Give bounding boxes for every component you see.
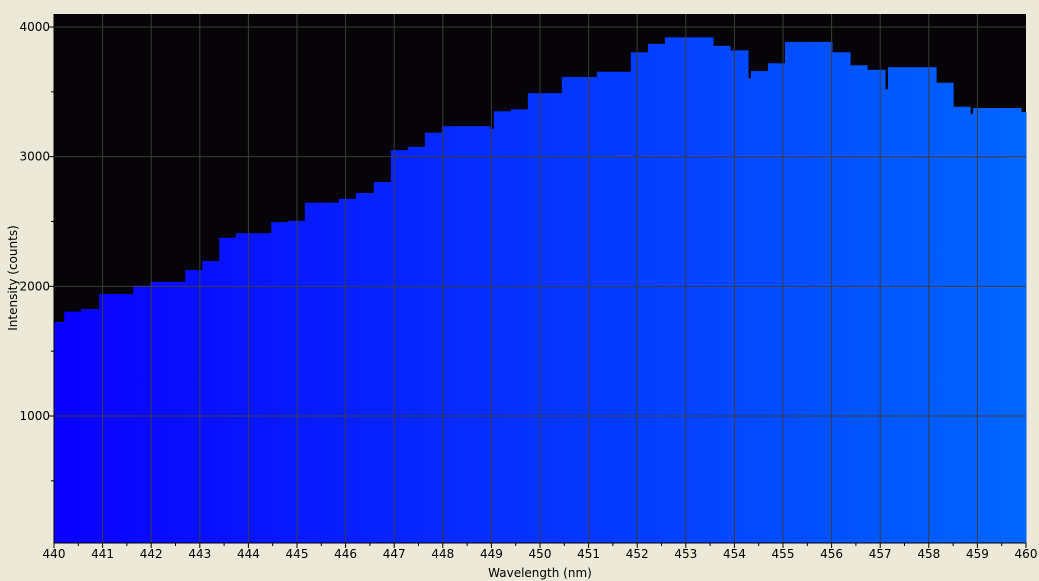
spectrum-step bbox=[54, 321, 65, 543]
spectrum-step bbox=[510, 109, 529, 544]
x-tick-label: 456 bbox=[820, 547, 843, 561]
x-tick-label: 442 bbox=[140, 547, 163, 561]
spectrum-step bbox=[304, 202, 340, 543]
spectrum-step bbox=[424, 132, 443, 543]
spectrum-step bbox=[150, 281, 186, 543]
x-tick-label: 459 bbox=[966, 547, 989, 561]
x-tick-label: 449 bbox=[480, 547, 503, 561]
x-tick-label: 451 bbox=[577, 547, 600, 561]
spectrum-step bbox=[355, 192, 375, 543]
spectrum-step bbox=[81, 309, 100, 543]
x-tick-label: 460 bbox=[1015, 547, 1038, 561]
spectrum-step bbox=[970, 113, 974, 544]
spectrum-step bbox=[630, 52, 649, 543]
spectrum-step bbox=[850, 65, 868, 544]
spectrum-step bbox=[133, 285, 151, 543]
x-tick-label: 452 bbox=[626, 547, 649, 561]
x-tick-label: 453 bbox=[674, 547, 697, 561]
spectrum-step bbox=[202, 261, 220, 543]
y-tick-label: 4000 bbox=[19, 20, 50, 34]
x-tick-label: 455 bbox=[772, 547, 795, 561]
x-tick-label: 454 bbox=[723, 547, 746, 561]
spectrum-step bbox=[867, 69, 886, 543]
spectrum-step bbox=[441, 126, 491, 543]
x-tick-label: 441 bbox=[91, 547, 114, 561]
spectrum-step bbox=[235, 233, 272, 544]
spectrum-step bbox=[99, 294, 134, 543]
x-tick-label: 444 bbox=[237, 547, 260, 561]
spectrum-step bbox=[832, 52, 851, 543]
y-tick-label: 2000 bbox=[19, 279, 50, 293]
spectrum-step bbox=[664, 37, 714, 544]
x-tick-label: 440 bbox=[43, 547, 66, 561]
y-axis-title: Intensity (counts) bbox=[6, 225, 20, 331]
x-tick-label: 447 bbox=[383, 547, 406, 561]
spectrum-step bbox=[1021, 111, 1027, 543]
spectrum-step bbox=[730, 50, 749, 544]
x-tick-label: 448 bbox=[431, 547, 454, 561]
spectrum-step bbox=[767, 63, 786, 543]
spectrum-step bbox=[748, 78, 752, 544]
x-tick-label: 458 bbox=[917, 547, 940, 561]
y-tick-label: 1000 bbox=[19, 409, 50, 423]
spectrum-step bbox=[64, 311, 82, 543]
spectrum-step bbox=[784, 41, 833, 543]
spectrum-step bbox=[185, 270, 203, 543]
spectrum-step bbox=[885, 89, 889, 544]
x-tick-label: 443 bbox=[188, 547, 211, 561]
spectrum-step bbox=[489, 128, 495, 543]
spectrum-step bbox=[750, 71, 769, 543]
spectrum-step bbox=[973, 108, 1022, 544]
spectrum-step bbox=[561, 76, 598, 544]
spectrum-step bbox=[219, 237, 237, 544]
spectrum-step bbox=[493, 111, 512, 544]
spectrum-step bbox=[407, 146, 426, 544]
spectrum-step bbox=[953, 106, 971, 544]
spectrum-step bbox=[596, 71, 632, 544]
spectrum-step bbox=[713, 45, 731, 543]
spectrum-step bbox=[936, 82, 954, 544]
x-tick-label: 457 bbox=[869, 547, 892, 561]
x-tick-label: 446 bbox=[334, 547, 357, 561]
spectrum-step bbox=[338, 198, 357, 543]
x-tick-label: 450 bbox=[529, 547, 552, 561]
spectrum-step bbox=[647, 43, 666, 544]
x-tick-label: 445 bbox=[286, 547, 309, 561]
spectrum-step bbox=[271, 222, 289, 544]
x-axis-title: Wavelength (nm) bbox=[488, 566, 592, 580]
spectrum-step bbox=[527, 93, 563, 543]
y-tick-label: 3000 bbox=[19, 150, 50, 164]
spectrum-step bbox=[390, 150, 409, 543]
spectrum-step bbox=[373, 181, 392, 543]
